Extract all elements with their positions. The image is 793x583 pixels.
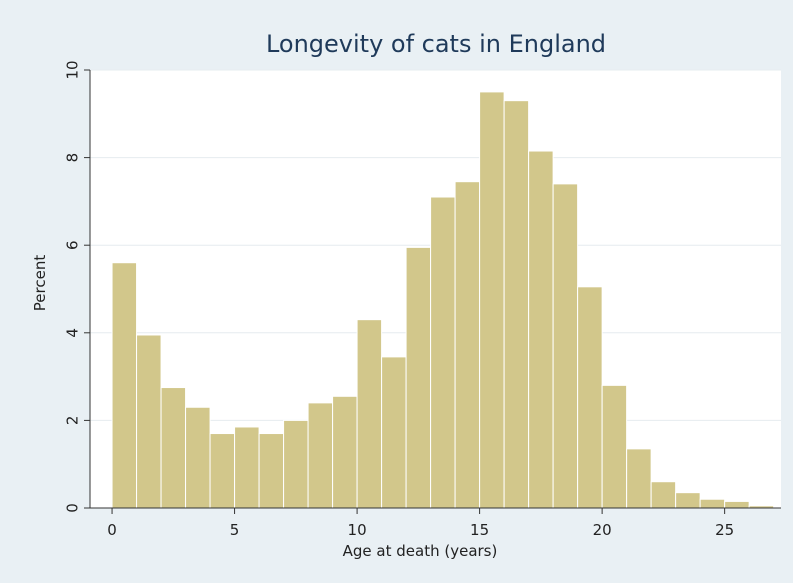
- bar-25: [724, 500, 750, 509]
- bar-22: [650, 481, 677, 509]
- bar-21: [626, 448, 652, 509]
- bar-1: [136, 334, 162, 509]
- bar-24: [699, 498, 726, 509]
- bar-9: [332, 395, 358, 509]
- x-tick-label-1: 5: [230, 521, 240, 539]
- bar-0: [111, 262, 138, 509]
- x-tick-label-4: 20: [593, 521, 612, 539]
- y-tick-label-2: 4: [64, 328, 82, 338]
- bar-16: [503, 100, 530, 509]
- bar-17: [528, 150, 554, 509]
- x-tick-label-2: 10: [348, 521, 367, 539]
- y-tick-label-5: 10: [64, 60, 82, 79]
- y-tick-label-1: 2: [64, 416, 82, 426]
- x-tick-label-3: 15: [470, 521, 489, 539]
- y-tick-label-4: 8: [64, 153, 82, 163]
- bar-13: [430, 196, 456, 509]
- bar-4: [209, 433, 236, 509]
- bar-8: [307, 402, 334, 509]
- y-axis-label: Percent: [31, 255, 49, 312]
- bar-12: [405, 246, 432, 509]
- bar-6: [258, 433, 285, 509]
- bar-11: [381, 356, 407, 509]
- bar-15: [479, 91, 505, 509]
- bar-20: [601, 384, 628, 509]
- chart-title: Longevity of cats in England: [266, 30, 606, 58]
- x-tick-label-0: 0: [107, 521, 117, 539]
- bar-7: [283, 419, 309, 509]
- y-tick-label-3: 6: [64, 240, 82, 250]
- bar-2: [160, 387, 187, 509]
- bars: [111, 91, 775, 509]
- bar-14: [454, 181, 481, 509]
- bar-19: [577, 286, 603, 509]
- bar-23: [675, 492, 701, 509]
- x-tick-label-5: 25: [715, 521, 734, 539]
- axes: 0 2 4 6 8 10 0 5 10 15 20 25: [64, 60, 781, 539]
- x-axis-label: Age at death (years): [343, 542, 498, 560]
- bar-5: [234, 426, 260, 509]
- bar-3: [185, 406, 211, 509]
- y-tick-label-0: 0: [64, 503, 82, 513]
- bar-10: [356, 319, 383, 509]
- bar-18: [552, 183, 579, 509]
